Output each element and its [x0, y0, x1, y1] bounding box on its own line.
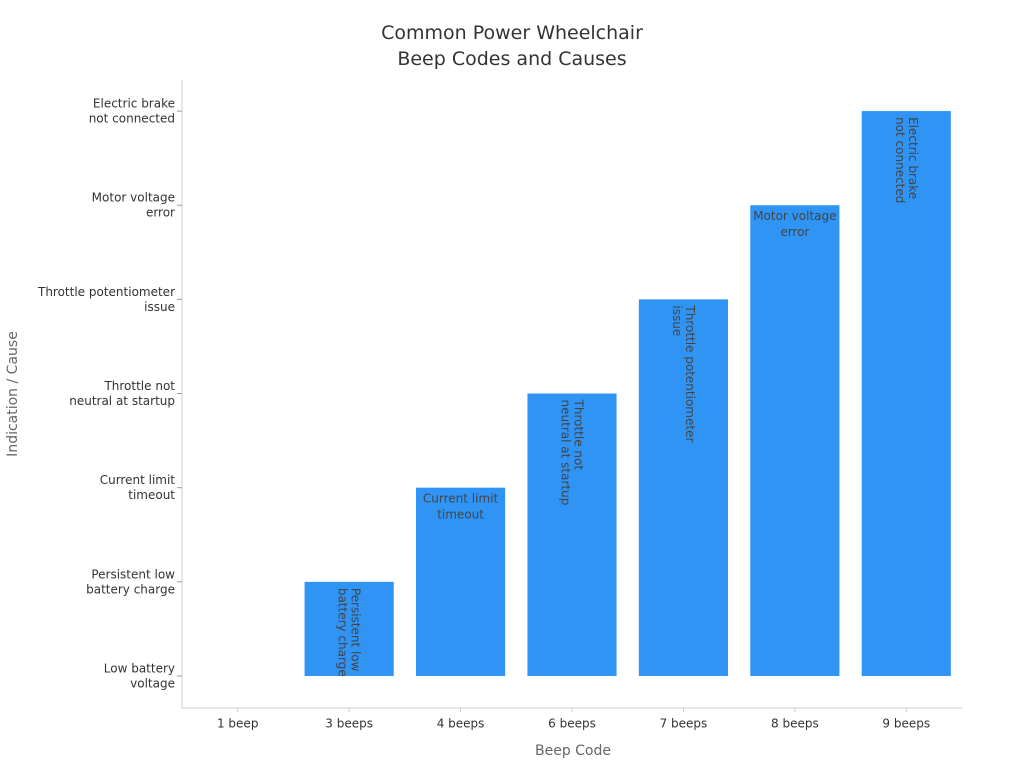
y-tick-label: Throttle not neutral at startup: [69, 379, 175, 408]
x-axis-label: Beep Code: [535, 743, 611, 759]
bar: [638, 299, 728, 676]
chart-title: Common Power Wheelchair Beep Codes and Ca…: [381, 22, 643, 70]
bar: [416, 487, 506, 676]
bar: [527, 393, 617, 676]
value-label: Persistent lowbattery charge: [336, 588, 363, 677]
x-tick-label: 4 beeps: [437, 717, 485, 731]
y-tick-label: Current limit timeout: [100, 473, 176, 502]
y-tick-label: Low battery voltage: [104, 661, 175, 690]
value-label: Motor voltage error: [753, 209, 836, 239]
value-label: Current limit timeout: [423, 491, 499, 521]
y-tick-label: Throttle potentiometer issue: [37, 284, 175, 313]
y-tick-label: Motor voltage error: [92, 190, 175, 219]
bar: [304, 581, 394, 676]
value-label: Throttle potentiometerissue: [670, 304, 697, 442]
bar: [750, 205, 840, 676]
x-tick-label: 3 beeps: [325, 717, 373, 731]
bar: [861, 111, 951, 676]
x-tick-label: 7 beeps: [660, 717, 708, 731]
y-axis-label: Indication / Cause: [5, 331, 21, 457]
x-tick-label: 9 beeps: [882, 717, 930, 731]
y-tick-label: Persistent low battery charge: [86, 567, 175, 596]
x-tick-label: 1 beep: [217, 717, 258, 731]
y-tick-label: Electric brake not connected: [89, 96, 175, 125]
x-tick-label: 6 beeps: [548, 717, 596, 731]
x-tick-label: 8 beeps: [771, 717, 819, 731]
value-label: Electric brakenot connected: [893, 117, 920, 203]
value-label: Throttle notneutral at startup: [559, 399, 586, 506]
